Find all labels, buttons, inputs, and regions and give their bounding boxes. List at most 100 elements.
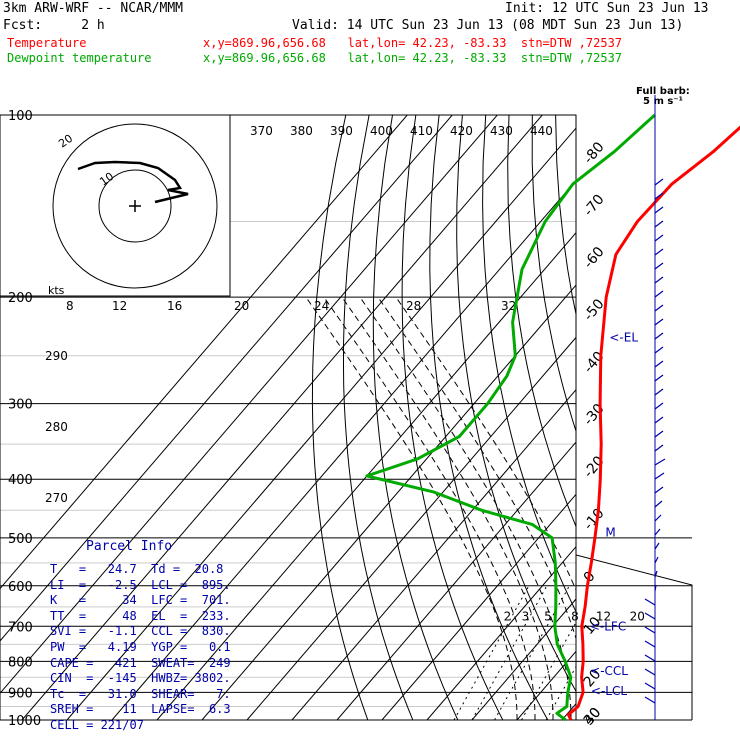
dry-adiabat-270 — [372, 115, 459, 720]
level-marker-el: <-EL — [609, 330, 638, 344]
mixing-ratio-label-2: 2 — [504, 609, 512, 623]
parcel-info-row: PW = 4.19 YGP = 0.1 — [50, 640, 231, 654]
mixing-ratio-label-20: 20 — [630, 609, 645, 623]
wind-barb-29 — [654, 584, 657, 592]
parcel-info-row: SREH = 11 LAPSE= 6.3 — [50, 702, 231, 717]
wind-barb-31 — [644, 612, 656, 620]
theta-label-270: 270 — [45, 491, 68, 505]
barb-legend-unit: 5 m s⁻¹ — [643, 96, 683, 107]
parcel-info-title: Parcel Info — [86, 539, 173, 554]
temperature-series-info: x,y=869.96,656.68 lat,lon= 42.23, -83.33… — [203, 36, 623, 50]
isotherm--80 — [111, 179, 576, 720]
isotherm--60 — [201, 284, 576, 720]
pressure-label-600: 600 — [8, 580, 33, 595]
wind-barb-11 — [654, 332, 664, 340]
pressure-label-200: 200 — [8, 291, 33, 306]
wind-barb-19 — [654, 444, 664, 452]
isotherm-label--20: -20 — [581, 453, 608, 481]
theta-label-280: 280 — [45, 420, 68, 434]
parcel-info-row: TT = 48 EL = 233. — [50, 608, 231, 623]
model-title: 3km ARW-WRF -- NCAR/MMM — [3, 1, 184, 16]
dry-adiabat-320 — [507, 115, 576, 528]
theta-label-420: 420 — [450, 124, 473, 138]
parcel-info-row: Tc = 31.0 SHEAR= 7. — [50, 686, 231, 701]
isotherm--130 — [0, 115, 408, 590]
theta-label-440: 440 — [530, 124, 553, 138]
hodograph-box — [0, 114, 231, 297]
speed-ring-label-8: 8 — [66, 299, 74, 313]
theta-label-430: 430 — [490, 124, 513, 138]
moist-adiabat-10 — [305, 296, 518, 720]
dewpoint-series-label: Dewpoint temperature — [7, 51, 152, 65]
moist-adiabat-30 — [395, 296, 576, 592]
isotherm-label--70: -70 — [581, 192, 608, 220]
parcel-info-row: CAPE = 421 SWEAT= 249 — [50, 655, 231, 670]
speed-ring-label-24: 24 — [314, 299, 329, 313]
speed-ring-label-28: 28 — [406, 299, 421, 313]
mixing-ratio-line-20 — [580, 586, 655, 720]
mixing-ratio-label-5: 5 — [544, 609, 552, 623]
isotherm-30 — [607, 115, 740, 720]
wind-barb-24 — [654, 514, 662, 522]
parcel-info-row: T = 24.7 Td = 20.8 — [50, 562, 224, 576]
wind-barb-18 — [654, 430, 664, 438]
mixing-ratio-line-5 — [494, 585, 570, 720]
isotherm--100 — [21, 115, 543, 720]
parcel-info-row: CIN = -145 HWBZ= 3802. — [50, 671, 231, 686]
pressure-label-400: 400 — [8, 473, 33, 488]
dry-adiabat-250 — [311, 115, 369, 720]
hodograph-unit-label: kts — [48, 284, 65, 297]
temperature-series-label: Temperature — [7, 36, 87, 50]
level-marker-lfc: <-LFC — [590, 620, 626, 634]
wind-barb-4 — [654, 234, 664, 242]
theta-label-410: 410 — [410, 124, 433, 138]
temperature-line — [566, 125, 740, 721]
wind-barb-35 — [644, 668, 656, 676]
mixing-ratio-line-3 — [471, 585, 548, 720]
dry-adiabat-410 — [719, 115, 740, 720]
wind-barb-8 — [654, 290, 664, 298]
speed-ring-label-16: 16 — [167, 299, 182, 313]
isotherm-label--10: -10 — [581, 506, 608, 534]
wind-barb-5 — [654, 248, 664, 256]
mixing-ratio-line-12 — [545, 665, 576, 720]
isotherm-50 — [697, 115, 740, 720]
plot-frame — [0, 114, 577, 721]
level-marker-m: M — [605, 526, 615, 540]
valid-time: Valid: 14 UTC Sun 23 Jun 13 (08 MDT Sun … — [292, 18, 684, 33]
wind-barb-3 — [654, 220, 664, 228]
hodograph-ring-20 — [52, 123, 218, 289]
wind-barb-15 — [654, 388, 664, 396]
isotherm--120 — [0, 115, 453, 642]
dry-adiabat-290 — [429, 115, 549, 720]
hodograph-center — [129, 200, 141, 212]
wind-barb-0 — [654, 178, 664, 186]
isotherm-40 — [652, 115, 740, 720]
plot-frame-extension — [575, 500, 693, 720]
dry-adiabat-260 — [343, 115, 414, 720]
dry-adiabat-370 — [626, 115, 740, 720]
theta-label-380: 380 — [290, 124, 313, 138]
isotherm-label-40: 40 — [581, 705, 605, 729]
wind-barb-23 — [654, 500, 663, 508]
theta-label-370: 370 — [250, 124, 273, 138]
barb-legend-title: Full barb: — [636, 86, 690, 97]
isotherm--50 — [246, 336, 576, 720]
mixing-ratio-label-8: 8 — [571, 609, 579, 623]
isotherm-label--30: -30 — [581, 401, 608, 429]
pressure-label-100: 100 — [8, 109, 33, 124]
isotherm-label--60: -60 — [581, 244, 608, 272]
dry-adiabat-300 — [456, 115, 576, 693]
isotherm--20 — [381, 493, 576, 720]
isotherm--110 — [0, 115, 498, 695]
wind-barb-27 — [654, 556, 659, 564]
isotherm--70 — [156, 232, 576, 720]
init-time: Init: 12 UTC Sun 23 Jun 13 — [505, 1, 709, 16]
wind-barb-20 — [654, 458, 666, 466]
wind-barb-36 — [644, 682, 656, 690]
wind-barb-6 — [654, 262, 664, 270]
isotherm-label--80: -80 — [581, 139, 608, 167]
pressure-label-800: 800 — [8, 655, 33, 670]
wind-barb-34 — [644, 654, 656, 662]
